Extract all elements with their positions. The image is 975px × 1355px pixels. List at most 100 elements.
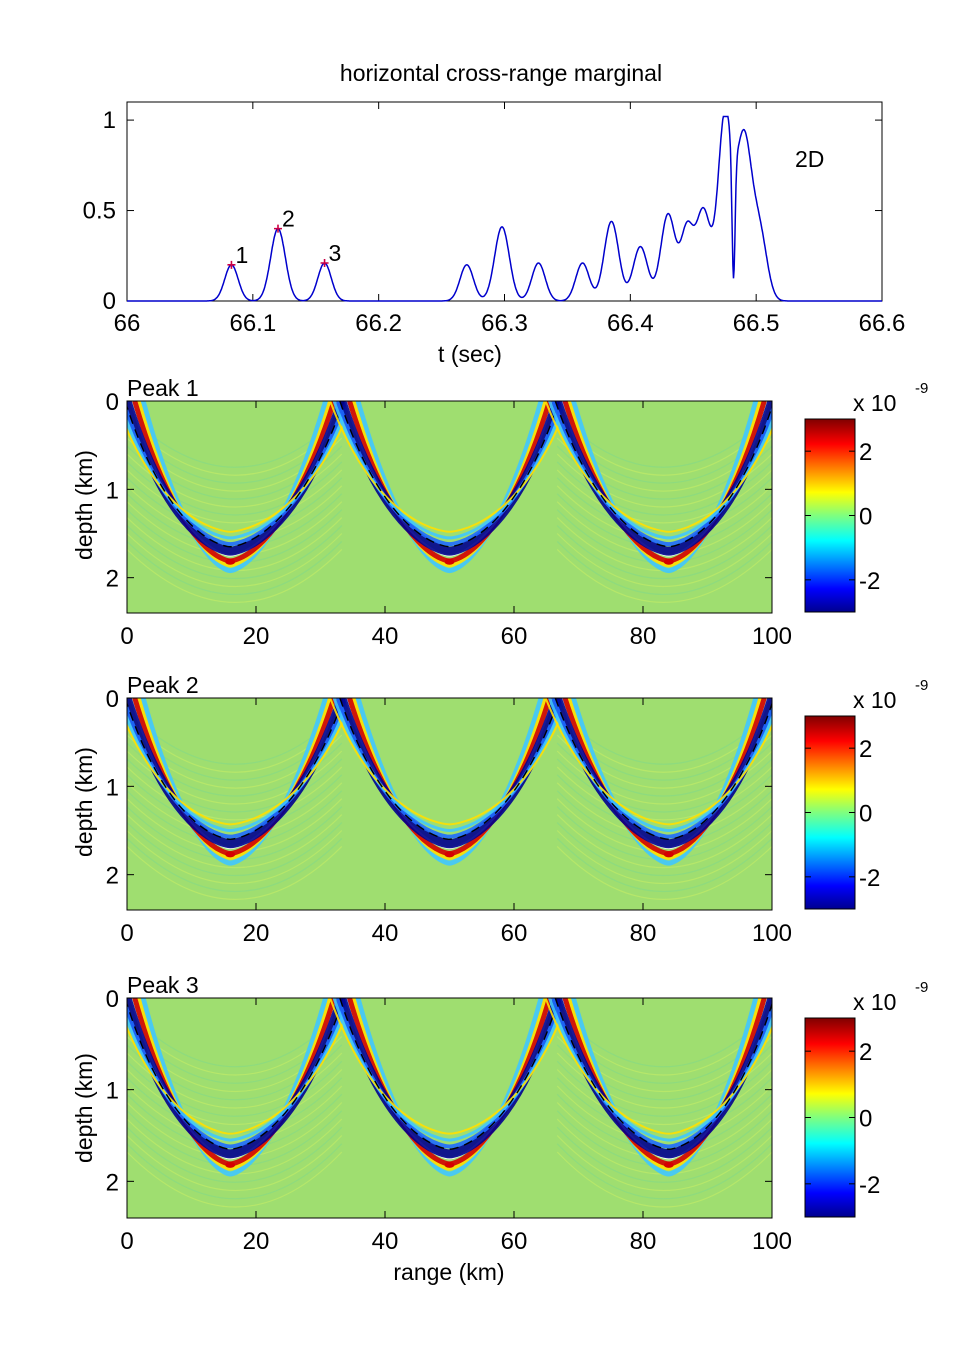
background-ripple <box>556 1069 772 1125</box>
heatmap-field <box>127 698 772 910</box>
caustic-spot <box>225 851 236 858</box>
panel-xtick-label: 80 <box>630 623 657 650</box>
background-ripple <box>556 845 772 900</box>
heatmap-background <box>127 998 772 1218</box>
background-ripple <box>127 1060 343 1117</box>
background-ripple <box>127 838 343 892</box>
marginal-series-line <box>127 115 882 302</box>
peak-marker-3 <box>320 259 329 268</box>
caustic-spot <box>663 1161 674 1168</box>
background-ripple <box>556 525 772 579</box>
background-ripple <box>127 822 343 876</box>
raypath-dashed <box>127 401 345 548</box>
heatmap-axes-box <box>126 997 773 1219</box>
background-ripple <box>127 814 343 869</box>
panel-ytick-label: 0 <box>106 986 119 1013</box>
panel-ytick-label: 2 <box>106 863 119 890</box>
panel-xlabel: range (km) <box>393 1259 504 1285</box>
background-ripple <box>127 525 343 579</box>
heatmap-axes-box <box>126 697 773 911</box>
background-ripple <box>556 1060 772 1117</box>
panel-xtick-label: 0 <box>120 1228 133 1255</box>
panel-xtick-label: 100 <box>752 1228 792 1255</box>
colorbar-exponent-power: -9 <box>915 677 928 694</box>
background-ripple <box>556 541 772 595</box>
panel-ytick-label: 0 <box>106 389 119 416</box>
raypath-dashed <box>339 401 560 548</box>
background-ripple <box>127 548 343 603</box>
background-ripple <box>127 1126 343 1183</box>
panel-xtick-label: 20 <box>243 623 270 650</box>
background-ripple <box>556 774 772 829</box>
panel-ylabel: depth (km) <box>71 747 97 857</box>
raypath-dashed <box>127 998 345 1150</box>
peak-label-3: 3 <box>329 240 342 266</box>
heatmap-field <box>127 401 772 613</box>
caustic-spot <box>663 851 674 858</box>
panel-ytick-label: 1 <box>106 1078 119 1105</box>
marginal-ytick-label: 1 <box>103 107 116 134</box>
panel-xtick-label: 20 <box>243 920 270 947</box>
marginal-chart: horizontal cross-range marginal 66 66.1 … <box>83 60 906 367</box>
panel-ytick-label: 0 <box>106 686 119 713</box>
caustic-spot <box>225 1161 236 1168</box>
panel-xtick-label: 100 <box>752 623 792 650</box>
marginal-ytick-labels: 0 0.5 1 <box>83 107 116 315</box>
marginal-xtick-label: 66.2 <box>355 310 402 337</box>
heatmap-axes-box <box>126 400 773 614</box>
background-ripple <box>127 830 343 884</box>
background-ripple <box>127 1069 343 1125</box>
marginal-ytick-label: 0 <box>103 288 116 315</box>
panel-ylabel: depth (km) <box>71 1053 97 1163</box>
background-ripple <box>556 830 772 884</box>
panel-ytick-label: 2 <box>106 1169 119 1196</box>
background-ripple <box>556 1143 772 1200</box>
colorbar <box>804 418 856 613</box>
background-ripple <box>127 766 343 821</box>
panel-ytick-label: 1 <box>106 477 119 504</box>
background-ripple <box>127 541 343 595</box>
peak-label-2: 2 <box>282 206 295 232</box>
panel-xtick-label: 40 <box>372 623 399 650</box>
colorbar-tick-label: 2 <box>859 736 872 763</box>
marginal-xtick-label: 66.4 <box>607 310 654 337</box>
background-ripple <box>556 1126 772 1183</box>
marginal-xtick-label: 66.5 <box>733 310 780 337</box>
colorbar-tick-label: -2 <box>859 1172 880 1199</box>
panel-xtick-label: 80 <box>630 920 657 947</box>
background-ripple <box>127 758 343 813</box>
panel-ytick-label: 2 <box>106 566 119 593</box>
marginal-xtick-label: 66.3 <box>481 310 528 337</box>
raypath-dashed <box>554 698 772 841</box>
background-ripple <box>127 1135 343 1191</box>
colorbar-exponent-power: -9 <box>915 979 928 996</box>
panel-xtick-label: 80 <box>630 1228 657 1255</box>
background-ripple <box>556 533 772 587</box>
panel-ytick-label: 1 <box>106 774 119 801</box>
heatmap-field <box>127 998 772 1218</box>
panel-xtick-label: 100 <box>752 920 792 947</box>
panel-title: Peak 3 <box>127 972 199 998</box>
marginal-ytick-label: 0.5 <box>83 198 116 225</box>
heatmap-panel-peak-3: Peak 3 depth (km) 0 20 40 60 80 100 0 1 … <box>71 972 928 1285</box>
marginal-title: horizontal cross-range marginal <box>340 60 662 86</box>
peak-marker-2 <box>274 224 282 233</box>
colorbar-tick-label: 2 <box>859 1039 872 1066</box>
raypath-dashed <box>127 698 345 841</box>
marginal-xlabel: t (sec) <box>438 341 502 367</box>
colorbar <box>804 1017 856 1218</box>
peak-label-1: 1 <box>235 242 248 268</box>
panel-title: Peak 1 <box>127 375 199 401</box>
colorbar-tick-label: 2 <box>859 439 872 466</box>
background-ripple <box>127 533 343 587</box>
heatmap-panel-peak-2: Peak 2 depth (km) 0 20 40 60 80 100 0 1 … <box>71 672 928 947</box>
raypath-dashed <box>339 698 560 841</box>
background-ripple <box>556 758 772 813</box>
background-ripple <box>127 469 343 524</box>
peak-marker-1 <box>227 260 236 269</box>
panel-ylabel: depth (km) <box>71 450 97 560</box>
colorbar <box>804 715 856 910</box>
panel-xtick-label: 40 <box>372 920 399 947</box>
colorbar-tick-label: 0 <box>859 1106 872 1133</box>
